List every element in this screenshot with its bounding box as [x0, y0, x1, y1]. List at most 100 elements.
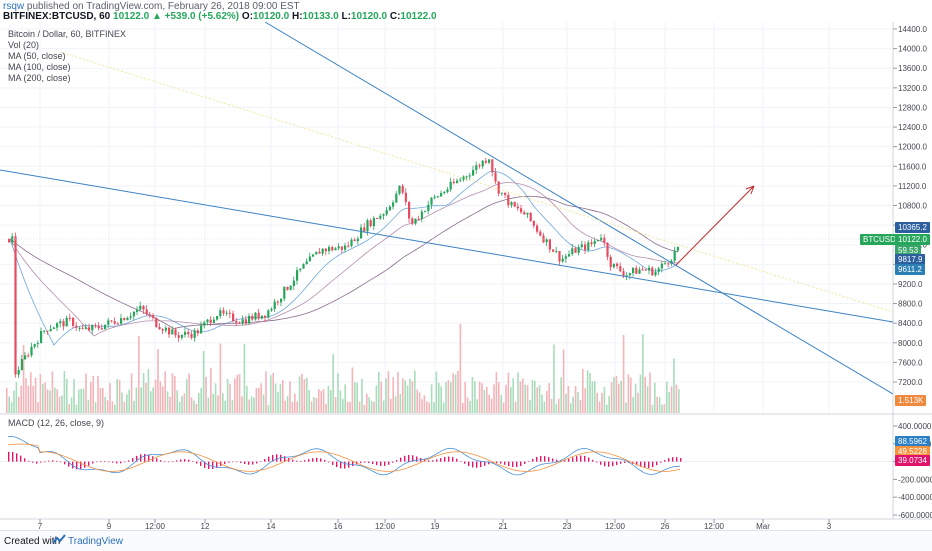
time-tick-label: Mar [756, 522, 770, 530]
legend-ma200[interactable]: MA (200, close) [8, 73, 71, 83]
macd-histogram-bar [380, 461, 382, 466]
macd-histogram-bar [392, 461, 394, 463]
author-link[interactable]: rsqw [3, 1, 25, 12]
candle-body [257, 312, 260, 319]
legend-ma50[interactable]: MA (50, close) [8, 51, 66, 61]
volume-bar [577, 391, 579, 413]
volume-bar [44, 382, 46, 413]
macd-histogram-bar [480, 461, 482, 468]
volume-bar [27, 385, 30, 413]
candle-body [449, 181, 452, 190]
macd-histogram-bar [680, 458, 682, 462]
candle-body [251, 316, 254, 320]
volume-bar [620, 380, 622, 413]
candle-body [136, 309, 139, 312]
macd-histogram-bar [272, 454, 274, 462]
volume-bar [238, 373, 241, 413]
chart-area[interactable]: 14400.0 14000.0 13600.0 13200.0 12800.0 12400… [0, 21, 932, 531]
low-value: 10120.0 [350, 11, 388, 22]
price-chart-svg[interactable]: 14400.014000.013600.013200.012800.012400… [0, 21, 932, 531]
macd-histogram-bar [552, 458, 554, 462]
volume-bar [478, 381, 481, 413]
macd-histogram-bar [664, 460, 666, 462]
legend-vol[interactable]: Vol (20) [8, 40, 40, 50]
candle-body [363, 227, 366, 232]
volume-bar [382, 400, 385, 413]
macd-histogram-bar [452, 457, 454, 462]
macd-histogram-bar [12, 451, 14, 462]
volume-bar [217, 395, 219, 413]
volume-bar [642, 333, 644, 413]
macd-histogram-bar [176, 460, 178, 462]
candle-body [62, 321, 65, 327]
candle-body [331, 247, 334, 251]
volume-bar [505, 384, 507, 413]
macd-legend[interactable]: MACD (12, 26, close, 9) [8, 418, 105, 428]
volume-bar [615, 375, 618, 413]
grid [0, 22, 893, 413]
candle-body [312, 254, 315, 257]
volume-bar [166, 391, 169, 413]
candle-body [472, 169, 475, 176]
candle-body [305, 261, 308, 265]
candle-body [484, 160, 487, 163]
tradingview-link[interactable]: TradingView [68, 536, 124, 547]
candle-body [244, 319, 247, 324]
macd-histogram-bar [236, 461, 238, 463]
macd-histogram-bar [36, 461, 38, 464]
candle-body [168, 327, 171, 335]
macd-histogram-bar [316, 457, 318, 462]
volume-bar [222, 393, 224, 413]
close-label: C: [389, 11, 401, 22]
volume-bar [147, 369, 150, 413]
symbol-label: BITFINEX:BTCUSD, 60 [3, 11, 111, 22]
drawings[interactable] [0, 21, 894, 395]
volume-bar [10, 402, 13, 413]
last-price: 10122.0 [113, 11, 150, 22]
volume-bar [366, 393, 368, 413]
candle-body [94, 325, 97, 327]
legend-title: Bitcoin / Dollar, 60, BITFINEX [8, 29, 127, 39]
macd-histogram-bar [332, 461, 334, 465]
volume-bar [392, 377, 394, 413]
macd-histogram-bar [268, 456, 270, 462]
macd-histogram-bar [308, 459, 310, 462]
ma200-tag: 10365.2 [895, 222, 930, 233]
hist-tag: 39.0734 [895, 455, 930, 466]
macd-histogram-bar [108, 461, 110, 463]
volume-bar [334, 396, 337, 413]
candle-body [91, 325, 94, 331]
ma100-sub-tag: 59.53 [895, 245, 922, 256]
volume-bar [282, 380, 284, 413]
macd-histogram-bar [68, 461, 70, 467]
candle-body [116, 323, 119, 325]
candle-body [36, 343, 39, 345]
macd-histogram-bar [468, 461, 470, 467]
candle-body [33, 344, 36, 347]
volume-bar [344, 384, 346, 413]
macd-pane[interactable] [0, 415, 893, 519]
candle-body [516, 206, 519, 209]
volume-bar [541, 394, 543, 413]
volume-bar [267, 404, 270, 413]
time-tick-label: 7 [38, 522, 43, 530]
signal-tag: 49.5228 [895, 446, 930, 457]
candle-body [100, 328, 103, 330]
candle-body [203, 322, 206, 326]
candle-body [148, 314, 151, 316]
candle-body [395, 193, 398, 203]
candle-body [622, 271, 625, 276]
volume-bar [30, 372, 32, 413]
candle-body [600, 237, 603, 241]
volume-bar [39, 374, 42, 413]
macd-histogram-bar [584, 455, 586, 462]
volume-bar [51, 371, 54, 413]
price-pane[interactable] [0, 22, 893, 413]
legend-ma100[interactable]: MA (100, close) [8, 62, 71, 72]
volume-bar [462, 402, 464, 413]
macd-tag: 88.5962 [895, 436, 930, 447]
volume-bar [94, 402, 97, 413]
volume-bar [13, 390, 15, 413]
candle-body [286, 286, 289, 290]
candle-body [276, 301, 279, 303]
